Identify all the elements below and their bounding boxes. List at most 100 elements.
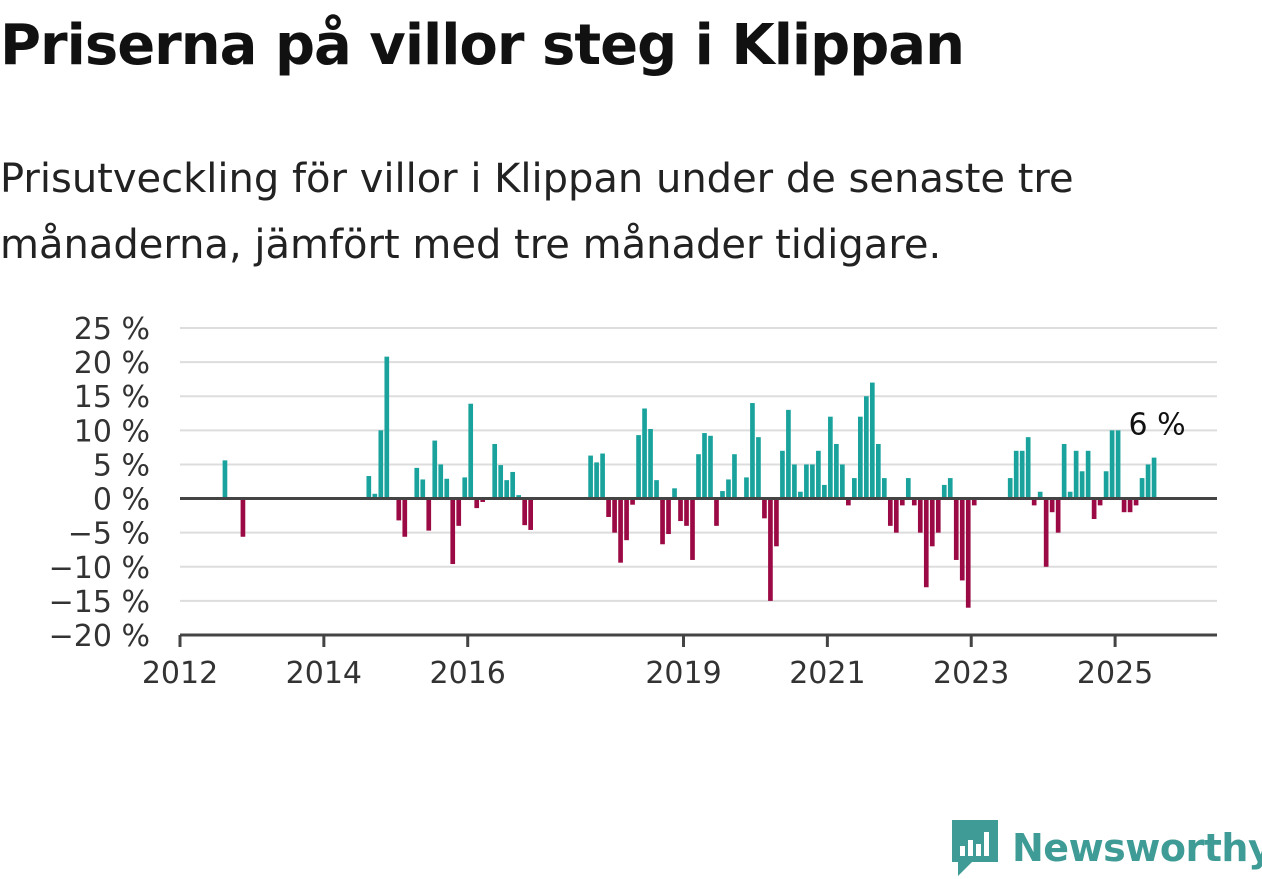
bar bbox=[786, 409, 791, 499]
bar bbox=[648, 428, 653, 499]
bar bbox=[1013, 450, 1019, 499]
bar bbox=[240, 498, 246, 537]
y-tick-label: −15 % bbox=[49, 585, 150, 620]
bar bbox=[1067, 491, 1073, 499]
bar bbox=[804, 464, 809, 499]
bar bbox=[612, 498, 617, 533]
bar bbox=[959, 498, 965, 581]
bar bbox=[1115, 430, 1121, 499]
bar bbox=[504, 480, 510, 499]
chart-subtitle: Prisutveckling för villor i Klippan unde… bbox=[0, 156, 1074, 268]
bar bbox=[864, 396, 869, 499]
bar bbox=[702, 433, 707, 499]
bar bbox=[846, 498, 851, 506]
bar bbox=[222, 460, 228, 499]
bar bbox=[1085, 450, 1091, 499]
x-tick-label: 2021 bbox=[789, 656, 865, 691]
bar bbox=[780, 450, 785, 499]
bar bbox=[929, 498, 935, 547]
bar bbox=[798, 491, 803, 499]
bar bbox=[384, 356, 390, 499]
y-tick-label: 5 % bbox=[93, 448, 150, 483]
bar bbox=[1109, 430, 1115, 499]
bar bbox=[1133, 498, 1139, 506]
bar bbox=[756, 437, 761, 499]
bar bbox=[456, 498, 462, 526]
y-tick-label: −5 % bbox=[68, 517, 150, 552]
bar bbox=[917, 498, 923, 533]
bar bbox=[792, 464, 797, 499]
bar bbox=[840, 464, 845, 499]
y-tick-label: 25 % bbox=[74, 312, 150, 347]
x-tick-label: 2012 bbox=[142, 656, 218, 691]
price-change-bar-chart: 25 %20 %15 %10 %5 %0 %−5 %−10 %−15 %−20 … bbox=[49, 312, 1217, 691]
x-tick-label: 2016 bbox=[430, 656, 506, 691]
bar bbox=[654, 480, 659, 499]
bar bbox=[366, 476, 372, 499]
newsworthy-chart-bubble-icon bbox=[952, 820, 998, 876]
bar bbox=[696, 454, 701, 499]
bar bbox=[965, 498, 971, 608]
bar bbox=[1055, 498, 1061, 533]
bar bbox=[1127, 498, 1133, 513]
bar bbox=[414, 467, 420, 499]
bar bbox=[600, 453, 605, 499]
bar bbox=[1025, 437, 1031, 499]
x-axis-tick-labels: 2012 2014 2016 2019 2021 2023 2025 bbox=[142, 635, 1153, 691]
bar bbox=[630, 498, 635, 505]
bar bbox=[1151, 457, 1157, 499]
bars bbox=[222, 356, 1157, 608]
bar bbox=[1043, 498, 1049, 567]
bar bbox=[672, 488, 677, 499]
bar bbox=[899, 498, 905, 506]
bar bbox=[834, 443, 839, 499]
bar bbox=[822, 484, 827, 499]
annotations: 6 % bbox=[1128, 407, 1185, 442]
bar bbox=[816, 450, 821, 499]
bar bbox=[450, 498, 456, 565]
bar bbox=[744, 477, 749, 499]
bar bbox=[750, 403, 755, 499]
x-tick-label: 2025 bbox=[1077, 656, 1153, 691]
bar bbox=[762, 498, 767, 519]
bar bbox=[528, 498, 533, 530]
bar bbox=[726, 479, 731, 499]
bar bbox=[396, 498, 402, 521]
bar bbox=[768, 498, 773, 601]
bar bbox=[522, 498, 528, 526]
bar bbox=[420, 479, 426, 499]
bar bbox=[444, 478, 450, 499]
bar bbox=[474, 498, 480, 509]
bar bbox=[426, 498, 432, 531]
y-tick-label: 15 % bbox=[74, 380, 150, 415]
bar bbox=[684, 498, 689, 526]
last-value-label: 6 % bbox=[1128, 407, 1185, 442]
bar bbox=[923, 498, 929, 588]
newsworthy-logo: Newsworthy bbox=[950, 818, 1262, 878]
y-axis-tick-labels: 25 %20 %15 %10 %5 %0 %−5 %−10 %−15 %−20 … bbox=[49, 312, 150, 654]
bar bbox=[438, 464, 444, 499]
bar bbox=[516, 495, 522, 499]
bar bbox=[971, 498, 977, 506]
bar bbox=[678, 498, 683, 522]
bar bbox=[660, 498, 665, 545]
bar bbox=[935, 498, 941, 533]
bar bbox=[720, 491, 725, 499]
bar bbox=[947, 478, 953, 499]
x-tick-label: 2019 bbox=[645, 656, 721, 691]
bar bbox=[905, 478, 911, 499]
bar bbox=[714, 498, 719, 526]
bar bbox=[372, 493, 378, 499]
bar bbox=[1103, 471, 1109, 499]
bar bbox=[1091, 498, 1097, 520]
bar bbox=[1019, 450, 1025, 499]
y-tick-label: 10 % bbox=[74, 414, 150, 449]
bar bbox=[1007, 478, 1013, 499]
bar bbox=[1121, 498, 1127, 513]
bar bbox=[881, 478, 887, 499]
bar bbox=[666, 498, 671, 535]
bar bbox=[402, 498, 408, 537]
bar bbox=[492, 443, 498, 499]
bar bbox=[858, 416, 863, 499]
bar bbox=[636, 435, 641, 499]
